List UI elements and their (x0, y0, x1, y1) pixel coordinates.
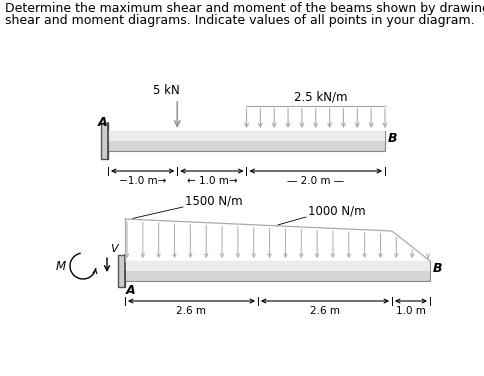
Text: A: A (126, 284, 136, 297)
Text: −1.0 m→: −1.0 m→ (119, 176, 166, 186)
Text: A: A (97, 116, 107, 129)
Text: Determine the maximum shear and moment of the beams shown by drawing the: Determine the maximum shear and moment o… (5, 2, 484, 15)
Bar (118, 255, 125, 287)
Text: V: V (110, 244, 118, 254)
Text: B: B (432, 262, 441, 276)
Text: 2.6 m: 2.6 m (309, 306, 339, 316)
Text: 1.0 m: 1.0 m (395, 306, 425, 316)
Bar (125, 261, 429, 281)
Text: 2.5 kN/m: 2.5 kN/m (293, 90, 347, 103)
Text: M: M (56, 259, 66, 273)
Bar (108, 131, 384, 151)
Text: 1000 N/m: 1000 N/m (307, 204, 365, 217)
Bar (101, 123, 108, 159)
Text: 1500 N/m: 1500 N/m (184, 194, 242, 207)
Bar (125, 261, 429, 271)
Text: 2.6 m: 2.6 m (176, 306, 206, 316)
Bar (108, 131, 384, 141)
Text: shear and moment diagrams. Indicate values of all points in your diagram.: shear and moment diagrams. Indicate valu… (5, 14, 474, 27)
Text: 5 kN: 5 kN (153, 84, 180, 97)
Text: ← 1.0 m→: ← 1.0 m→ (186, 176, 237, 186)
Text: B: B (387, 132, 397, 146)
Text: — 2.0 m —: — 2.0 m — (287, 176, 344, 186)
